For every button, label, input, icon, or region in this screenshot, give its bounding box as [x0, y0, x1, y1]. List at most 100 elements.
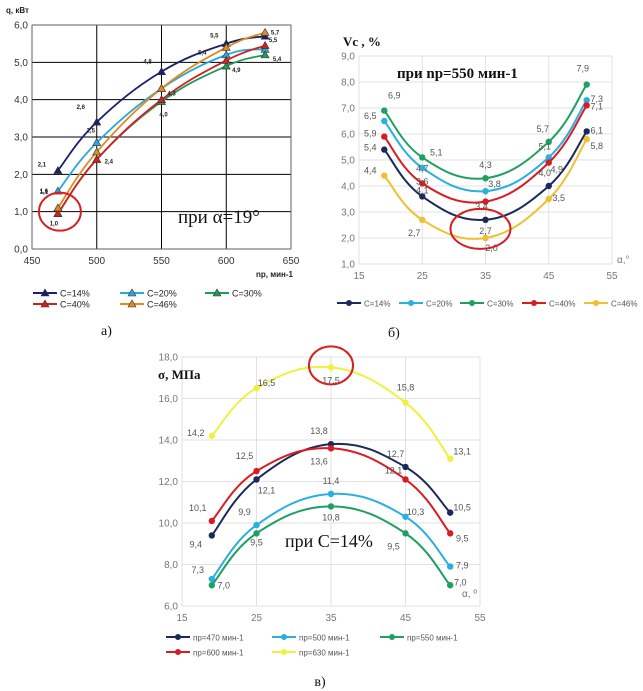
data-point-marker — [419, 164, 426, 171]
x-tick-label: 550 — [153, 256, 170, 267]
data-label: 16,5 — [258, 378, 276, 388]
data-label: 5,1 — [430, 147, 443, 157]
data-label: 12,5 — [236, 451, 254, 461]
series-C=46% — [53, 27, 270, 212]
data-point-marker — [221, 61, 231, 70]
data-label: 6,1 — [590, 125, 603, 135]
x-tick-label: 35 — [480, 271, 492, 282]
legend-label: C=20% — [426, 300, 452, 309]
data-label: 1,6 — [40, 189, 49, 195]
data-point-marker — [53, 203, 63, 212]
chart-b: 1,0 2,0 3,0 4,0 5,0 6,0 7,0 8,0 9,0 15 25 35 45 55 5,4… — [341, 52, 618, 283]
data-label: 3,6 — [416, 176, 429, 186]
y-tick-label: 5,0 — [341, 156, 355, 167]
legend-item: C=40% — [33, 299, 90, 310]
y-tick-label: 1,0 — [14, 207, 28, 218]
data-label: 2,6 — [77, 105, 86, 111]
data-label: 7,0 — [454, 577, 467, 587]
data-point-marker — [447, 582, 454, 589]
data-label: 4,9 — [232, 68, 241, 74]
legend-label: пр=550 мин-1 — [407, 634, 458, 643]
legend-label: пр=630 мин-1 — [299, 649, 350, 658]
legend-label: C=30% — [232, 289, 262, 299]
x-tick-label: 15 — [353, 271, 365, 282]
data-label: 9,5 — [250, 537, 263, 547]
data-point-marker — [402, 513, 409, 520]
legend-label: C=40% — [60, 300, 90, 310]
y-tick-label: 10,0 — [159, 519, 179, 530]
data-point-marker — [208, 432, 215, 440]
legend-marker — [408, 300, 414, 306]
data-label: 13,8 — [310, 426, 328, 436]
chart-c: 6,0 8,0 10,0 12,0 14,0 16,0 18,0 15 25 35 45 55 9,4 1… — [159, 345, 486, 624]
legend-label: C=30% — [487, 300, 513, 309]
legend-label: пр=600 мин-1 — [193, 649, 244, 658]
data-point-marker — [545, 195, 552, 203]
data-label: 5,7 — [271, 30, 280, 36]
highlight-ellipse — [308, 345, 354, 386]
legend-item: C=20% — [120, 288, 177, 299]
data-point-marker — [402, 530, 409, 537]
x-tick-label: 450 — [24, 256, 41, 267]
data-point-marker — [545, 182, 552, 190]
y-tick-label: 6,0 — [14, 21, 28, 32]
data-point-marker — [327, 364, 335, 371]
y-tick-label: 2,0 — [341, 234, 355, 245]
data-point-marker — [545, 154, 552, 161]
data-label: 4,9 — [550, 165, 563, 175]
data-label: 14,2 — [187, 428, 205, 438]
legend-item: C=30% — [205, 288, 262, 299]
data-label: 10,3 — [407, 507, 425, 517]
data-label: 5,9 — [364, 129, 377, 139]
y-axis-title: Vс , % — [343, 34, 381, 49]
data-point-marker — [53, 208, 63, 217]
data-point-marker — [402, 476, 409, 483]
data-point-marker — [381, 146, 388, 153]
y-tick-label: 8,0 — [164, 560, 178, 571]
data-label: 3,4 — [475, 202, 488, 212]
y-tick-label: 3,0 — [14, 133, 28, 144]
data-label: 3,8 — [488, 179, 501, 189]
y-tick-label: 6,0 — [164, 602, 178, 613]
data-label: 5,1 — [538, 141, 551, 151]
x-tick-label: 500 — [88, 256, 105, 267]
legend-item: пр=630 мин-1 — [272, 649, 350, 658]
legend-marker — [212, 288, 222, 297]
data-label: 1,1 — [40, 190, 49, 196]
legend-marker — [175, 634, 181, 640]
x-tick-label: 650 — [283, 256, 300, 267]
y-tick-label: 8,0 — [341, 78, 355, 89]
legend-label: пр=500 мин-1 — [299, 634, 350, 643]
legend-label: C=46% — [147, 300, 177, 310]
y-tick-label: 2,0 — [14, 170, 28, 181]
data-label: 5,4 — [364, 143, 377, 153]
legend-item: C=40% — [522, 300, 575, 309]
data-label: 1,0 — [50, 222, 59, 228]
data-label: 10,5 — [453, 503, 471, 513]
data-point-marker — [156, 67, 167, 75]
data-label: 15,8 — [397, 383, 415, 393]
y-tick-label: 4,0 — [14, 95, 28, 106]
data-label: 3,5 — [552, 193, 565, 203]
x-tick-label: 25 — [417, 271, 429, 282]
data-point-marker — [92, 147, 102, 156]
legend-label: пр=470 мин-1 — [193, 634, 244, 643]
series-пр=500 мин-1 — [208, 490, 454, 583]
data-label: 6,5 — [364, 111, 377, 121]
data-point-marker — [419, 193, 426, 200]
series-C=40% — [53, 40, 270, 217]
data-label: 7,9 — [456, 561, 469, 571]
series-C=20% — [381, 97, 590, 195]
data-point-marker — [327, 445, 335, 452]
caption-a: а) — [101, 324, 112, 339]
data-label: 4,3 — [167, 92, 176, 98]
data-point-marker — [583, 136, 590, 143]
data-point-marker — [447, 455, 454, 462]
data-label: 9,9 — [238, 507, 251, 517]
data-point-marker — [327, 503, 335, 510]
data-point-marker — [260, 50, 270, 59]
legend-label: C=14% — [364, 300, 390, 309]
legend-item: пр=550 мин-1 — [380, 634, 458, 643]
highlight-ellipse — [449, 207, 512, 250]
